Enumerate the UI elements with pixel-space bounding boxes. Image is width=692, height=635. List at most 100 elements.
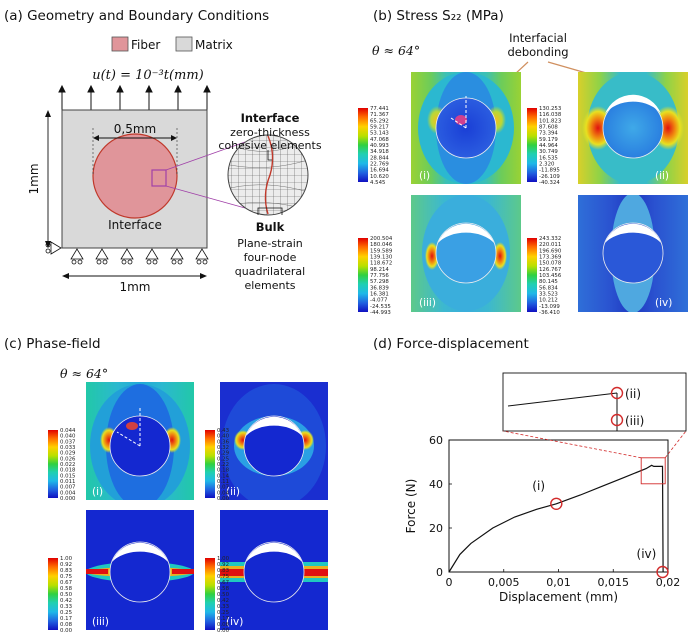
stress-tag-iv: (iv)	[655, 297, 672, 309]
stress-colorbar-tick: 150.078	[539, 261, 562, 267]
bulk-desc-3: quadrilateral	[235, 265, 305, 278]
y-tick-label: 20	[429, 522, 443, 535]
interface-desc-2: cohesive elements	[218, 139, 321, 152]
phase-colorbar-tick: 0.17	[60, 616, 72, 622]
phase-colorbar-tick: 0.83	[60, 568, 72, 574]
stress-colorbar-tick: -44.993	[370, 310, 391, 316]
phase-colorbar-tick: 0.17	[217, 616, 229, 622]
inset-marker-iii	[610, 413, 624, 427]
curve-zoom-box	[640, 457, 666, 485]
panel-b: (b) Stress S₂₂ (MPa) θ ≈ 64° Interfacial…	[358, 8, 688, 316]
phase-colorbar-tick: 0.18	[217, 468, 230, 474]
curve-marker-label: (i)	[532, 479, 545, 493]
stress-colorbar-tick: 180.046	[370, 242, 393, 248]
mesh-inset	[227, 134, 309, 216]
phase-colorbar-tick: 0.00	[217, 628, 230, 634]
phase-colorbar-tick: 0.36	[217, 439, 230, 445]
zoom-connector-left	[502, 430, 642, 459]
stress-colorbar-tick: 65.292	[370, 118, 389, 124]
phase-colorbar-tick: 0.33	[60, 604, 72, 610]
load-arrows	[58, 84, 211, 110]
displacement-equation: u(t) = 10⁻³t(mm)	[92, 68, 204, 83]
phase-colorbar-tick: 0.92	[217, 562, 229, 568]
interface-line	[264, 135, 274, 215]
phase-tag-iii: (iii)	[92, 616, 109, 628]
width-dimension: 1mm	[62, 273, 207, 294]
plot-frame	[448, 439, 669, 573]
stress-colorbar-tick: 243.332	[539, 236, 561, 242]
stress-colorbar-tick: -26.109	[539, 174, 560, 180]
inset-marker-ii	[610, 386, 624, 400]
stress-tag-iii: (iii)	[419, 297, 436, 309]
phase-colorbar-tick: 0.58	[217, 586, 230, 592]
phase-tag-i: (i)	[92, 486, 103, 498]
height-dimension: 1mm	[27, 110, 51, 248]
stress-colorbar-tick: 33.523	[539, 292, 558, 298]
stress-colorbar-tick: 116.038	[539, 112, 562, 118]
stress-plot-ii: (ii)	[527, 72, 688, 184]
phase-colorbar-tick: 0.43	[217, 428, 229, 434]
stress-colorbar-tick: 126.767	[539, 267, 561, 273]
phase-colorbar-tick: 0.07	[217, 485, 229, 491]
bulk-desc-2: four-node	[244, 251, 297, 264]
phase-colorbar-tick: 0.25	[217, 610, 229, 616]
phase-plot-iii: (iii)	[48, 510, 194, 630]
phase-colorbar-tick: 0.75	[217, 574, 229, 580]
stress-colorbar-tick: 34.918	[370, 149, 389, 155]
legend-a: Fiber Matrix	[111, 36, 233, 52]
interface-bracket	[267, 150, 272, 161]
x-axis-label: Displacement (mm)	[499, 590, 618, 604]
stress-colorbar-tick: 44.964	[539, 143, 558, 149]
stress-plot-i: (i)	[358, 72, 521, 184]
phase-colorbar-tick: 0.25	[217, 456, 229, 462]
stress-colorbar-tick: 130.253	[539, 106, 561, 112]
phase-colorbar-tick: 0.015	[60, 473, 75, 479]
phase-colorbar-tick: 0.022	[60, 462, 75, 468]
stress-colorbar-tick: 77.756	[370, 273, 389, 279]
stress-colorbar-tick: 36.839	[370, 285, 389, 291]
phase-colorbar-tick: 0.67	[217, 580, 229, 586]
stress-angle-label: θ ≈ 64°	[372, 43, 420, 58]
bulk-bracket	[257, 207, 283, 215]
phase-colorbar-tick: 0.04	[217, 490, 230, 496]
phase-colorbar-tick: 0.08	[217, 622, 230, 628]
phase-colorbar-iii	[48, 558, 58, 630]
phase-colorbar-tick: 0.40	[217, 434, 230, 440]
phase-colorbar-tick: 0.026	[60, 456, 76, 462]
roller-supports	[45, 241, 209, 265]
stress-colorbar-tick: 71.367	[370, 112, 389, 118]
phase-plot-iv: (iv)	[205, 510, 328, 630]
phase-colorbar-tick: 0.33	[217, 604, 229, 610]
fiber-label: Interface	[108, 218, 162, 232]
stress-colorbar-tick: 220.011	[539, 242, 561, 248]
stress-colorbar-i	[358, 108, 368, 182]
height-label: 1mm	[27, 163, 41, 194]
phase-colorbar-ii	[205, 430, 215, 498]
stress-colorbar-tick: 59.179	[539, 137, 558, 143]
phase-colorbar-tick: 0.75	[60, 574, 72, 580]
phase-angle-label: θ ≈ 64°	[60, 366, 108, 381]
stress-colorbar-tick: 28.844	[370, 155, 389, 161]
stress-colorbar-tick: -36.410	[539, 310, 560, 316]
phase-colorbar-tick: 0.044	[60, 428, 76, 434]
phase-colorbar-tick: 0.033	[60, 445, 75, 451]
phase-colorbar-tick: 0.42	[217, 598, 229, 604]
panel-a-title: (a) Geometry and Boundary Conditions	[4, 8, 269, 24]
phase-colorbar-tick: 0.67	[60, 580, 72, 586]
stress-colorbar-tick: 47.068	[370, 137, 389, 143]
force-displacement-chart: 0 0,005 0,01 0,015 0,02 0 20 40 60 Displacement (…	[404, 430, 687, 604]
width-label: 1mm	[119, 280, 150, 294]
inset-curve	[507, 392, 618, 407]
diameter-label: 0,5mm	[114, 122, 156, 136]
panel-b-title: (b) Stress S₂₂ (MPa)	[373, 8, 504, 24]
phase-colorbar-tick: 0.83	[217, 568, 229, 574]
stress-plot-iv: (iv)	[527, 195, 688, 312]
bulk-desc-1: Plane-strain	[237, 237, 303, 250]
stress-tag-i: (i)	[419, 170, 430, 182]
stress-tag-ii: (ii)	[655, 170, 669, 182]
phase-colorbar-tick: 0.00	[60, 628, 73, 634]
y-tick-label: 60	[429, 434, 443, 447]
stress-colorbar-tick: 73.394	[539, 131, 558, 137]
stress-colorbar-tick: 2.320	[539, 162, 555, 168]
panel-c: (c) Phase-field θ ≈ 64° (i)	[4, 336, 328, 634]
